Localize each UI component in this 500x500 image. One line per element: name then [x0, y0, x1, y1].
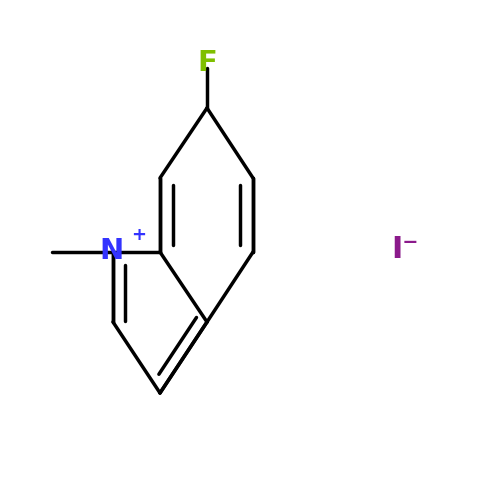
Text: +: + [132, 226, 146, 244]
Text: I⁻: I⁻ [392, 236, 418, 264]
Text: N: N [100, 237, 124, 265]
Text: F: F [198, 49, 218, 77]
